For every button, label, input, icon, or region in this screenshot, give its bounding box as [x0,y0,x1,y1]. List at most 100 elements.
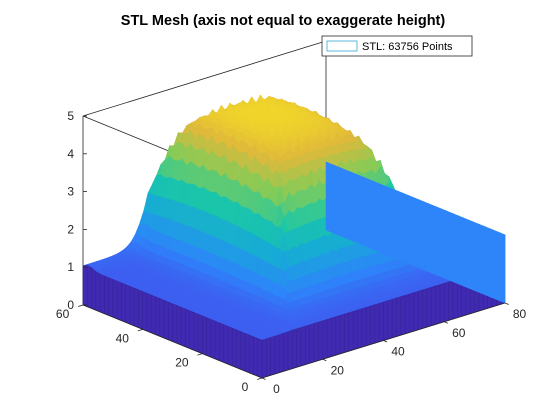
surface-skirt-right [351,171,357,243]
surface-skirt-right [410,196,416,267]
surface-skirt-left [180,306,186,348]
surface-skirt-left [159,298,165,339]
surface-skirt-front [439,282,445,324]
surface-skirt-front [365,305,371,347]
y-tick-mark [197,353,203,356]
x-tick-label: 60 [452,326,466,340]
surface-skirt-left [206,317,212,358]
surface-skirt-front [396,296,402,337]
surface-skirt-left [214,320,220,361]
x-tick-label: 0 [273,382,280,396]
surface-skirt-left [129,285,135,327]
surface-skirt-left [219,322,224,363]
surface-skirt-left [150,294,156,335]
surface-skirt-left [253,336,258,377]
surface-skirt-left [185,308,190,349]
surface-skirt-front [339,313,345,355]
surface-skirt-right [500,232,506,304]
surface-skirt-left [138,289,143,330]
legend-label: STL: 63756 Points [362,41,453,53]
x-tick-mark [504,302,509,305]
surface-skirt-left [248,334,254,375]
surface-skirt-left [257,338,263,379]
y-tick-label: 20 [175,356,189,370]
surface-skirt-left [146,292,152,334]
surface-skirt-right [338,166,344,238]
surface-skirt-right [334,164,340,236]
surface-skirt-left [116,280,122,322]
surface-skirt-right [330,163,335,234]
surface-skirt-front [322,319,328,360]
surface-skirt-left [95,270,101,313]
surface-skirt-right [402,192,408,264]
surface-skirt-front [391,297,397,339]
surface-skirt-front [305,324,310,365]
y-tick-label: 40 [116,331,130,345]
surface-skirt-left [125,284,131,325]
surface-skirt-front [279,332,284,373]
surface-skirt-left [244,332,250,374]
surface-skirt-right [483,225,489,297]
x-tick-mark [383,340,388,343]
surface-skirt-left [87,265,92,309]
surface-skirt-left [121,282,126,323]
surface-skirt-right [462,217,467,288]
surface-skirt-front [326,317,332,359]
surface-skirt-left [99,273,105,315]
surface-skirt-front [300,325,306,367]
surface-skirt-front [430,285,436,327]
surface-skirt-left [108,277,114,318]
surface-skirt-left [189,310,195,351]
surface-skirt-right [325,161,331,233]
surface-skirt-left [104,275,109,316]
surface-skirt-right [342,168,348,240]
chart-title: STL Mesh (axis not equal to exaggerate h… [121,13,446,29]
surface-skirt-left [82,265,88,308]
z-tick-label: 2 [67,222,74,236]
surface-skirt-front [287,329,293,371]
y-tick-mark [137,328,143,332]
surface-skirt-front [292,328,297,369]
surface-skirt-front [274,334,280,375]
surface-skirt-front [296,327,302,368]
surface-skirt-front [335,315,341,356]
surface-skirt-left [142,291,148,332]
y-tick-mark [78,304,84,307]
surface-skirt-front [409,292,415,333]
surface-skirt-right [466,218,472,290]
surface-skirt-front [348,311,354,352]
surface-skirt-left [91,266,97,311]
surface-skirt-right [496,231,501,302]
z-tick-label: 1 [67,260,74,274]
surface-skirt-right [470,220,476,292]
surface-skirt-front [318,320,323,361]
surface-skirt-left [227,325,233,367]
surface-skirt-front [357,308,363,349]
surface-skirt-right [449,211,455,283]
surface-skirt-front [444,281,449,323]
surface-skirt-left [112,278,118,320]
surface-skirt-left [231,327,237,368]
surface-skirt-front [448,280,454,321]
surface-skirt-front [387,299,393,340]
surface-skirt-front [331,316,337,357]
surface-skirt-front [452,278,458,320]
surface-skirt-front [435,284,441,325]
surface-skirt-front [413,290,419,332]
surface-skirt-front [261,338,267,379]
surface-skirt-left [210,318,216,360]
y-tick-label: 60 [56,307,70,321]
z-tick-label: 5 [67,109,74,123]
x-tick-label: 20 [331,363,345,377]
surface-skirt-right [419,199,425,271]
surface-skirt-right [453,213,459,285]
surface-skirt-right [457,215,463,286]
surface-skirt-front [400,294,406,336]
surface-skirt-right [376,182,382,253]
surface-skirt-right [440,208,446,280]
surface-skirt-front [426,286,432,328]
surface-skirt-right [428,203,433,274]
surface-skirt-right [415,198,421,269]
surface-skirt-left [172,303,178,344]
surface-skirt-right [398,191,403,262]
